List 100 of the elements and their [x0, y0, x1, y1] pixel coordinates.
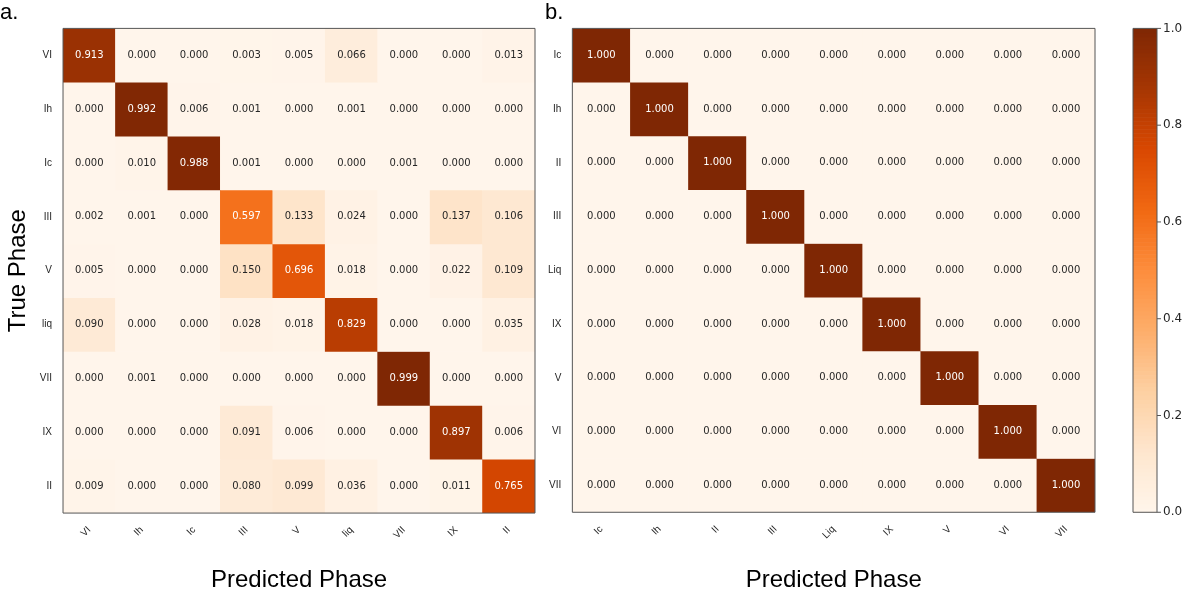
x-tick-label: VII [390, 523, 408, 541]
data-label: 1.000 [587, 48, 616, 60]
data-label: 0.000 [993, 48, 1023, 60]
data-label: 0.000 [442, 372, 471, 384]
data-label: 0.000 [232, 372, 261, 384]
data-label: 0.001 [389, 156, 419, 168]
data-label: 0.000 [389, 102, 419, 114]
data-label: 0.000 [127, 318, 157, 330]
data-label: 0.000 [587, 102, 616, 114]
data-label: 0.829 [337, 318, 366, 330]
data-label: 0.000 [819, 156, 848, 168]
data-label: 0.000 [494, 372, 524, 384]
data-label: 0.000 [587, 425, 616, 437]
data-label: 0.000 [442, 318, 471, 330]
data-label: 0.000 [935, 102, 965, 114]
data-label: 0.035 [494, 318, 524, 330]
data-label: 0.000 [877, 156, 907, 168]
data-label: 0.000 [819, 371, 848, 383]
y-tick-label: Ih [43, 102, 53, 114]
data-label: 0.001 [337, 102, 366, 114]
data-label: 0.000 [993, 102, 1023, 114]
data-label: 0.000 [645, 156, 674, 168]
data-label: 0.000 [389, 318, 419, 330]
data-label: 0.109 [494, 264, 524, 276]
data-label: 0.000 [819, 317, 848, 329]
data-label: 0.000 [179, 210, 209, 222]
data-label: 0.000 [877, 48, 907, 60]
x-tick-label: III [765, 523, 779, 537]
data-label: 0.091 [232, 425, 261, 437]
data-label: 0.000 [179, 479, 209, 491]
y-tick-label: VI [42, 49, 53, 61]
data-label: 0.000 [1051, 156, 1081, 168]
y-tick-label: II [555, 156, 562, 168]
data-label: 0.001 [127, 210, 157, 222]
data-label: 0.000 [877, 371, 907, 383]
color-bar-label: 0.2 [1163, 407, 1183, 422]
data-label: 0.000 [645, 425, 674, 437]
data-label: 0.036 [337, 479, 366, 491]
data-label: 0.000 [703, 210, 732, 222]
y-tick-label: III [553, 210, 562, 222]
color-bar-label: 0.6 [1163, 214, 1183, 229]
x-tick-label: IX [880, 522, 896, 538]
y-tick-label: VII [549, 479, 562, 491]
data-label: 0.099 [284, 479, 314, 491]
data-label: 0.000 [935, 48, 965, 60]
data-label: 0.000 [935, 425, 965, 437]
data-label: 0.066 [337, 48, 366, 60]
y-tick-label: IX [42, 426, 53, 438]
data-label: 0.000 [179, 48, 209, 60]
data-label: 0.000 [877, 478, 907, 490]
data-label: 1.000 [703, 156, 732, 168]
y-axis-title: True Phase [3, 209, 31, 333]
data-label: 0.000 [935, 156, 965, 168]
data-label: 0.010 [127, 156, 157, 168]
data-label: 0.000 [179, 264, 209, 276]
data-label: 0.006 [284, 425, 314, 437]
data-label: 0.022 [442, 264, 471, 276]
data-label: 0.000 [284, 372, 314, 384]
data-label: 0.000 [993, 371, 1023, 383]
data-label: 0.988 [179, 156, 209, 168]
data-label: 0.000 [703, 371, 732, 383]
data-label: 0.897 [442, 425, 471, 437]
x-tick-label: III [236, 523, 250, 538]
y-tick-label: V [45, 264, 53, 276]
x-tick-label: Liq [819, 523, 838, 541]
data-label: 0.765 [494, 479, 524, 491]
data-label: 0.000 [1051, 102, 1081, 114]
data-label: 0.000 [587, 317, 616, 329]
data-label: 0.000 [494, 156, 524, 168]
data-label: 0.000 [587, 478, 616, 490]
data-label: 0.001 [232, 156, 261, 168]
data-label: 1.000 [1051, 478, 1081, 490]
data-label: 0.001 [127, 372, 157, 384]
x-tick-label: V [289, 523, 303, 537]
color-bar-label: 0.8 [1163, 117, 1183, 132]
y-tick-label: Ic [553, 49, 562, 61]
data-label: 0.000 [74, 425, 104, 437]
color-bar-label: 0.0 [1163, 504, 1183, 519]
data-label: 0.133 [284, 210, 314, 222]
x-tick-label: Ih [649, 523, 663, 537]
data-label: 0.000 [1051, 371, 1081, 383]
y-tick-label: IX [551, 317, 562, 329]
data-label: 0.000 [993, 478, 1023, 490]
data-label: 0.000 [442, 102, 471, 114]
data-label: 0.003 [232, 48, 261, 60]
data-label: 0.000 [703, 317, 732, 329]
data-label: 0.000 [645, 371, 674, 383]
data-label: 0.000 [761, 263, 790, 275]
data-label: 0.000 [819, 425, 848, 437]
data-label: 0.000 [587, 156, 616, 168]
data-label: 0.000 [389, 425, 419, 437]
data-label: 0.000 [1051, 210, 1081, 222]
y-tick-label: V [554, 371, 562, 383]
y-tick-label: Liq [547, 264, 562, 276]
data-label: 1.000 [993, 425, 1023, 437]
data-label: 0.000 [1051, 317, 1081, 329]
data-label: 0.913 [74, 48, 104, 60]
data-label: 0.000 [819, 210, 848, 222]
data-label: 0.000 [389, 264, 419, 276]
y-tick-label: Ih [553, 102, 562, 114]
